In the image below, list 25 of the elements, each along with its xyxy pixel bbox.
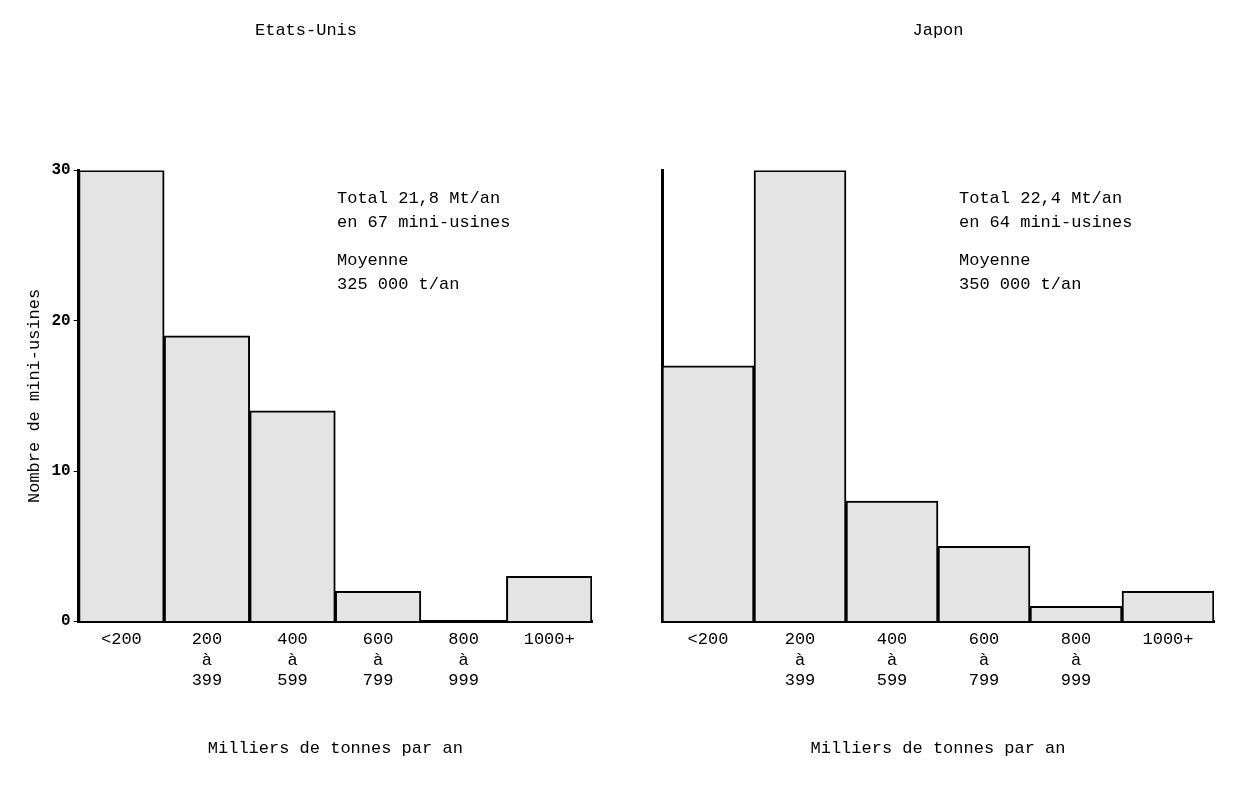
annotation: Total 21,8 Mt/an en 67 mini-usines: [337, 189, 511, 233]
x-tick-label: <200: [100, 630, 142, 650]
y-tick-label: 0: [60, 612, 71, 631]
y-axis-title: Nombre de mini-usines: [24, 288, 44, 504]
x-tick-label: 600 à 799: [362, 630, 394, 690]
annotation: Moyenne 325 000 t/an: [337, 251, 460, 295]
x-tick-label: 200 à 399: [191, 630, 223, 690]
x-tick-label: 1000+: [523, 630, 575, 650]
y-tick-label: 20: [51, 311, 71, 330]
x-axis-title: Milliers de tonnes par an: [207, 739, 463, 759]
x-tick-label: 200 à 399: [784, 630, 816, 690]
x-tick-label: 800 à 999: [448, 630, 479, 690]
annotation: Total 22,4 Mt/an en 64 mini-usines: [959, 189, 1133, 233]
chart-title: Japon: [912, 20, 964, 40]
x-tick-label: 800 à 999: [1060, 630, 1092, 690]
annotation: Moyenne 350 000 t/an: [959, 251, 1082, 295]
x-tick-label: 400 à 599: [876, 630, 908, 690]
chart-title: Etats-Unis: [254, 20, 358, 40]
x-axis-title: Milliers de tonnes par an: [810, 739, 1066, 759]
x-tick-label: <200: [687, 630, 729, 650]
y-tick-label: 30: [51, 161, 71, 180]
y-tick-label: 10: [51, 462, 71, 481]
x-tick-label: 600 à 799: [968, 630, 1000, 690]
x-tick-label: 1000+: [1142, 630, 1194, 650]
x-tick-label: 400 à 599: [277, 630, 308, 690]
